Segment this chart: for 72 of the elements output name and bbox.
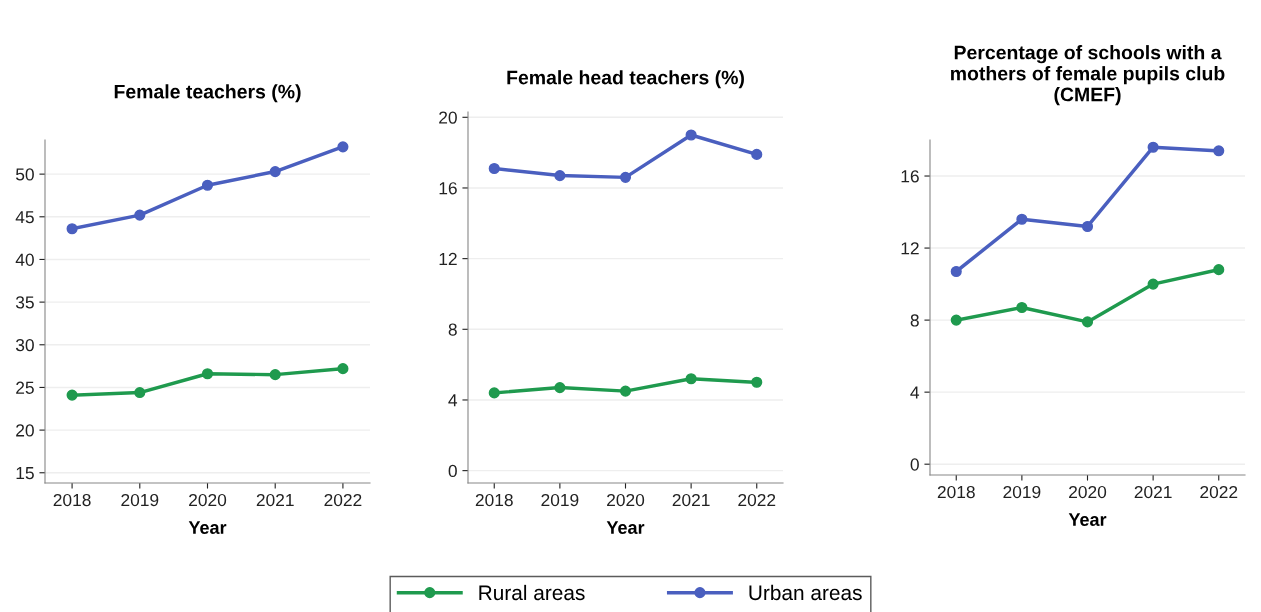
x-tick-label: 2019 — [1003, 485, 1041, 499]
y-tick-label: 8 — [910, 314, 919, 327]
y-tick-label: 20 — [439, 111, 457, 124]
y-tick-label: 16 — [439, 182, 457, 195]
y-tick-label: 25 — [16, 381, 34, 394]
point — [269, 369, 281, 381]
point — [685, 129, 697, 141]
x-tick-label: 2018 — [475, 493, 513, 507]
y-tick-label: 8 — [448, 323, 457, 336]
y-tick-label: 30 — [15, 338, 34, 352]
point — [950, 314, 962, 326]
x-tick-label: 2019 — [541, 493, 579, 507]
point — [751, 376, 763, 388]
chart-title: Female teachers (%) — [114, 84, 301, 103]
point — [685, 373, 697, 385]
y-tick-label: 45 — [15, 211, 34, 224]
point — [134, 387, 146, 399]
point — [1147, 278, 1159, 290]
y-tick-label: 4 — [910, 386, 920, 399]
x-tick-label: 2021 — [672, 493, 710, 507]
y-tick-label: 35 — [15, 296, 34, 309]
x-axis-title: Year — [606, 521, 645, 534]
point — [554, 382, 566, 394]
point — [337, 363, 349, 375]
point — [1016, 301, 1028, 314]
y-tick-label: 15 — [16, 467, 34, 480]
y-tick-label: 50 — [15, 168, 34, 181]
legend-label: Urban areas — [749, 584, 862, 601]
point — [201, 179, 214, 191]
point — [1213, 264, 1225, 276]
y-tick-label: 20 — [16, 424, 34, 437]
x-tick-label: 2018 — [53, 493, 91, 507]
point — [66, 223, 78, 235]
point — [619, 171, 632, 183]
point — [201, 368, 214, 380]
x-axis-title: Year — [1068, 513, 1107, 526]
point — [1147, 141, 1159, 153]
point — [1016, 213, 1028, 225]
x-tick-label: 2018 — [937, 485, 975, 499]
x-axis-title: Year — [188, 521, 227, 534]
point — [950, 265, 962, 278]
point — [488, 387, 500, 399]
point — [488, 162, 500, 175]
point — [554, 170, 566, 182]
x-tick-label: 2022 — [1200, 485, 1238, 499]
point — [751, 148, 763, 160]
x-tick-label: 2021 — [1134, 485, 1172, 499]
x-tick-label: 2020 — [189, 493, 227, 507]
y-tick-label: 4 — [448, 394, 458, 407]
point — [134, 209, 146, 221]
y-tick-label: 16 — [901, 170, 919, 183]
point — [269, 166, 281, 178]
x-tick-label: 2021 — [256, 493, 294, 507]
y-tick-label: 12 — [901, 242, 919, 255]
point — [1213, 145, 1225, 157]
y-tick-label: 0 — [448, 464, 457, 478]
y-tick-label: 0 — [910, 458, 919, 471]
x-tick-label: 2019 — [121, 493, 159, 507]
x-tick-label: 2022 — [738, 493, 776, 507]
y-tick-label: 40 — [15, 253, 34, 266]
x-tick-label: 2020 — [1069, 485, 1107, 499]
x-tick-label: 2020 — [607, 493, 645, 507]
legend-label: Rural areas — [479, 584, 585, 601]
point — [619, 385, 632, 397]
chart-title: Female head teachers (%) — [507, 70, 744, 89]
y-tick-label: 12 — [439, 252, 457, 265]
point — [337, 141, 349, 153]
x-tick-label: 2022 — [324, 493, 362, 507]
point — [66, 389, 78, 401]
chart-title: Percentage of schools with a mothers of female pupils club (CMEF) — [951, 45, 1225, 106]
point — [1081, 316, 1094, 328]
point — [1081, 220, 1094, 233]
